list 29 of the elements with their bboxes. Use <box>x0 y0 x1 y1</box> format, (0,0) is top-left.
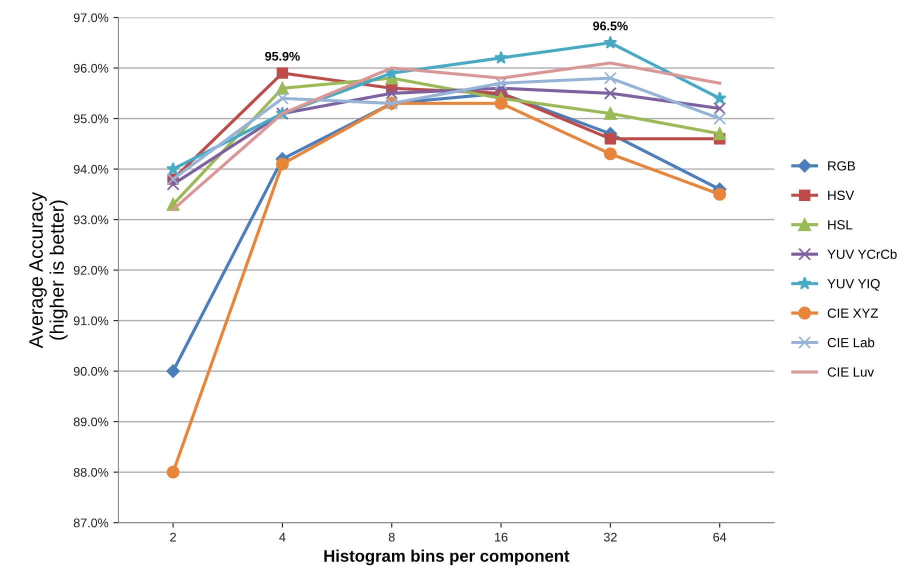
legend-label: CIE XYZ <box>828 308 878 318</box>
y-tick-label: 88.0% <box>74 468 108 477</box>
x-tick-label: 16 <box>495 532 508 542</box>
legend-label: CIE Luv <box>828 367 874 377</box>
legend-label: CIE Lab <box>828 338 874 348</box>
x-tick-label: 2 <box>170 532 176 542</box>
x-axis-title: Histogram bins per component <box>324 550 570 566</box>
legend-label: YUV YIQ <box>827 279 880 291</box>
y-tick-label: 95.0% <box>74 114 108 124</box>
y-tick-label: 94.0% <box>74 164 108 174</box>
legend-label: HSV <box>828 190 854 200</box>
legend-label: YUV YCrCb <box>827 249 897 259</box>
y-tick-label: 91.0% <box>74 316 108 326</box>
x-tick-label: 4 <box>279 532 286 542</box>
x-tick-label: 64 <box>713 532 726 542</box>
y-tick-label: 96.0% <box>74 64 108 73</box>
y-axis-title: Average Accuracy (higher is better) <box>29 192 68 348</box>
y-tick-label: 97.0% <box>74 13 108 22</box>
y-tick-label: 92.0% <box>74 266 108 275</box>
annotation: 95.9% <box>265 52 300 61</box>
x-tick-label: 8 <box>388 532 395 542</box>
y-tick-label: 89.0% <box>74 417 108 426</box>
y-tick-label: 87.0% <box>74 518 108 528</box>
legend-label: HSL <box>828 220 852 230</box>
annotation: 96.5% <box>593 22 628 30</box>
legend-label: RGB <box>828 161 855 171</box>
y-tick-label: 93.0% <box>74 215 108 224</box>
y-tick-label: 90.0% <box>74 366 108 376</box>
x-tick-label: 32 <box>604 532 617 542</box>
